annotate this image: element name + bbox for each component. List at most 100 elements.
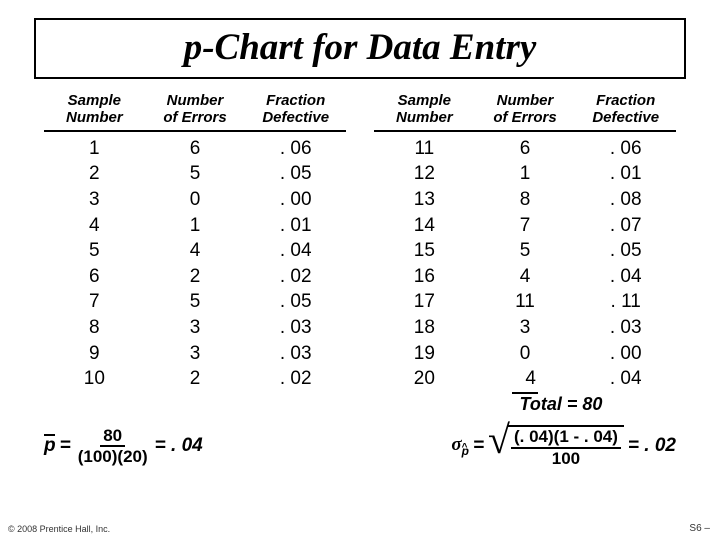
cell-sample: 4	[44, 213, 145, 239]
table-row: 30. 00	[44, 187, 346, 213]
header-sample: SampleNumber	[374, 93, 475, 127]
total-label: Total =	[520, 394, 578, 414]
cell-fraction: . 06	[245, 136, 346, 162]
total-row: Total = 80	[374, 394, 676, 415]
cell-sample: 16	[374, 264, 475, 290]
table-header: SampleNumber Numberof Errors FractionDef…	[374, 93, 676, 132]
table-row: 147. 07	[374, 213, 676, 239]
fraction: (. 04)(1 - . 04) 100	[511, 428, 621, 468]
cell-sample: 15	[374, 238, 475, 264]
table-row: 16. 06	[44, 136, 346, 162]
cell-fraction: . 03	[245, 341, 346, 367]
cell-errors: 4	[475, 366, 576, 394]
right-rows: 116. 06121. 01138. 08147. 07155. 05164. …	[374, 132, 676, 394]
cell-sample: 14	[374, 213, 475, 239]
cell-sample: 11	[374, 136, 475, 162]
sigma-symbol: σp	[451, 434, 469, 458]
table-row: 121. 01	[374, 161, 676, 187]
cell-errors: 5	[145, 289, 246, 315]
cell-sample: 6	[44, 264, 145, 290]
p-bar-symbol: p	[44, 435, 56, 457]
cell-sample: 19	[374, 341, 475, 367]
table-row: 204. 04	[374, 366, 676, 394]
cell-fraction: . 08	[575, 187, 676, 213]
cell-fraction: . 04	[575, 366, 676, 394]
cell-fraction: . 03	[575, 315, 676, 341]
cell-sample: 10	[44, 366, 145, 392]
cell-sample: 8	[44, 315, 145, 341]
radical-icon: √	[488, 425, 510, 468]
cell-sample: 17	[374, 289, 475, 315]
cell-fraction: . 11	[575, 289, 676, 315]
cell-errors: 3	[145, 341, 246, 367]
cell-fraction: . 03	[245, 315, 346, 341]
cell-errors: 2	[145, 366, 246, 392]
cell-sample: 3	[44, 187, 145, 213]
cell-sample: 13	[374, 187, 475, 213]
right-table: SampleNumber Numberof Errors FractionDef…	[374, 93, 676, 415]
table-row: 183. 03	[374, 315, 676, 341]
cell-errors: 0	[145, 187, 246, 213]
page-number: S6 –	[689, 523, 710, 534]
header-errors: Numberof Errors	[145, 93, 246, 127]
table-row: 102. 02	[44, 366, 346, 392]
table-row: 138. 08	[374, 187, 676, 213]
cell-errors: 5	[145, 161, 246, 187]
cell-errors: 11	[475, 289, 576, 315]
table-row: 93. 03	[44, 341, 346, 367]
cell-errors: 1	[145, 213, 246, 239]
header-fraction: FractionDefective	[575, 93, 676, 127]
cell-fraction: . 00	[245, 187, 346, 213]
numerator: 80	[100, 427, 125, 448]
cell-fraction: . 01	[245, 213, 346, 239]
cell-errors: 0	[475, 341, 576, 367]
left-table: SampleNumber Numberof Errors FractionDef…	[44, 93, 346, 415]
cell-sample: 18	[374, 315, 475, 341]
cell-sample: 7	[44, 289, 145, 315]
table-row: 83. 03	[44, 315, 346, 341]
table-row: 164. 04	[374, 264, 676, 290]
table-row: 190. 00	[374, 341, 676, 367]
equals: =	[473, 435, 484, 457]
cell-errors: 6	[475, 136, 576, 162]
cell-errors: 7	[475, 213, 576, 239]
table-row: 116. 06	[374, 136, 676, 162]
table-row: 1711. 11	[374, 289, 676, 315]
header-sample: SampleNumber	[44, 93, 145, 127]
table-row: 155. 05	[374, 238, 676, 264]
cell-sample: 5	[44, 238, 145, 264]
cell-fraction: . 02	[245, 366, 346, 392]
cell-sample: 12	[374, 161, 475, 187]
sqrt: √ (. 04)(1 - . 04) 100	[488, 425, 624, 468]
cell-fraction: . 06	[575, 136, 676, 162]
table-row: 54. 04	[44, 238, 346, 264]
cell-errors: 4	[475, 264, 576, 290]
cell-errors: 2	[145, 264, 246, 290]
slide: p-Chart for Data Entry SampleNumber Numb…	[0, 0, 720, 540]
data-tables: SampleNumber Numberof Errors FractionDef…	[34, 93, 686, 415]
total-value: 80	[582, 394, 602, 414]
cell-fraction: . 07	[575, 213, 676, 239]
table-row: 41. 01	[44, 213, 346, 239]
cell-sample: 2	[44, 161, 145, 187]
header-fraction: FractionDefective	[245, 93, 346, 127]
cell-fraction: . 04	[245, 238, 346, 264]
cell-fraction: . 01	[575, 161, 676, 187]
fraction: 80 (100)(20)	[75, 427, 151, 467]
copyright: © 2008 Prentice Hall, Inc.	[8, 524, 110, 534]
equals: =	[60, 435, 71, 457]
result: = . 04	[155, 435, 203, 457]
cell-errors: 1	[475, 161, 576, 187]
cell-fraction: . 00	[575, 341, 676, 367]
formula-area: p = 80 (100)(20) = . 04 σp = √ (. 04)(1 …	[34, 415, 686, 468]
cell-sample: 9	[44, 341, 145, 367]
cell-errors: 4	[145, 238, 246, 264]
cell-errors: 5	[475, 238, 576, 264]
table-header: SampleNumber Numberof Errors FractionDef…	[44, 93, 346, 132]
cell-errors: 3	[145, 315, 246, 341]
result: = . 02	[628, 435, 676, 457]
header-errors: Numberof Errors	[475, 93, 576, 127]
cell-fraction: . 05	[245, 289, 346, 315]
sigma-formula: σp = √ (. 04)(1 - . 04) 100 = . 02	[451, 425, 676, 468]
table-row: 62. 02	[44, 264, 346, 290]
